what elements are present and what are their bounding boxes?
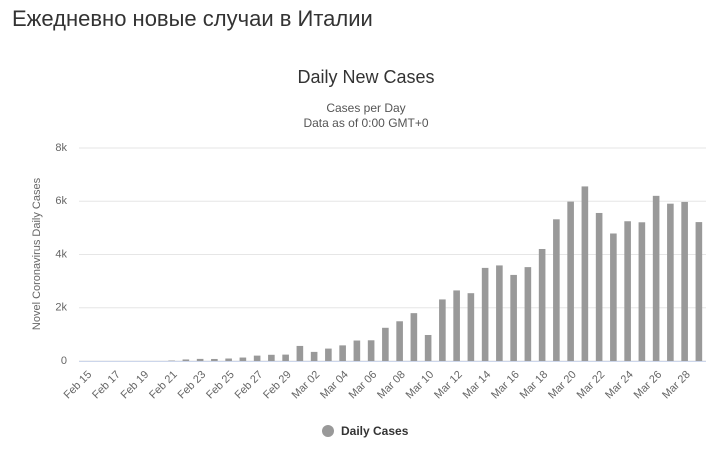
page-title: Ежедневно новые случаи в Италии bbox=[12, 6, 373, 31]
bar bbox=[296, 345, 304, 361]
x-tick-label: Mar 22 bbox=[575, 369, 608, 402]
x-tick-label: Feb 19 bbox=[119, 369, 152, 402]
bar bbox=[581, 186, 589, 361]
bar bbox=[325, 348, 332, 361]
bar bbox=[595, 212, 603, 361]
bar bbox=[652, 195, 660, 361]
bar bbox=[610, 233, 617, 361]
x-tick-label: Mar 14 bbox=[461, 369, 494, 402]
bar bbox=[239, 357, 247, 361]
bar bbox=[439, 299, 446, 361]
y-tick-label: 0 bbox=[61, 355, 67, 367]
x-tick-label: Mar 06 bbox=[347, 369, 380, 402]
bar bbox=[695, 222, 703, 361]
legend-label[interactable]: Daily Cases bbox=[341, 424, 409, 438]
bar bbox=[310, 351, 318, 361]
x-tick-label: Mar 04 bbox=[318, 369, 351, 402]
x-tick-label: Mar 24 bbox=[603, 369, 636, 402]
x-tick-label: Feb 23 bbox=[176, 369, 209, 402]
y-tick-label: 8k bbox=[55, 142, 67, 154]
bar bbox=[553, 219, 560, 361]
bar bbox=[339, 345, 346, 361]
bar bbox=[567, 201, 574, 361]
bar bbox=[453, 290, 460, 361]
bar bbox=[410, 313, 418, 361]
bar bbox=[638, 222, 646, 361]
bar bbox=[624, 221, 631, 361]
chart-subtitle: Data as of 0:00 GMT+0 bbox=[303, 116, 428, 130]
bar bbox=[211, 358, 218, 361]
chart-subtitle: Cases per Day bbox=[326, 101, 405, 115]
bar bbox=[268, 354, 275, 361]
x-tick-label: Mar 28 bbox=[660, 369, 693, 402]
bar bbox=[396, 321, 403, 361]
bar bbox=[467, 293, 475, 361]
chart-title: Daily New Cases bbox=[297, 67, 434, 87]
bar bbox=[424, 334, 432, 361]
bar bbox=[225, 358, 232, 361]
x-tick-label: Feb 29 bbox=[261, 369, 294, 402]
legend-marker bbox=[322, 425, 334, 437]
x-tick-label: Feb 15 bbox=[62, 369, 95, 402]
y-tick-label: 6k bbox=[55, 195, 67, 207]
bar bbox=[367, 340, 375, 361]
x-tick-label: Feb 21 bbox=[147, 369, 180, 402]
bar bbox=[182, 359, 190, 361]
y-tick-label: 2k bbox=[55, 302, 67, 314]
y-tick-label: 4k bbox=[55, 248, 67, 260]
x-tick-label: Mar 10 bbox=[404, 369, 437, 402]
x-tick-label: Mar 20 bbox=[546, 369, 579, 402]
bar bbox=[196, 358, 204, 361]
y-axis-title: Novel Coronavirus Daily Cases bbox=[31, 177, 43, 330]
bar bbox=[382, 327, 389, 361]
x-tick-label: Mar 18 bbox=[518, 369, 551, 402]
bar bbox=[253, 355, 261, 361]
x-tick-label: Mar 12 bbox=[432, 369, 465, 402]
x-tick-label: Mar 08 bbox=[375, 369, 408, 402]
bar bbox=[524, 267, 532, 361]
bar bbox=[496, 265, 503, 361]
bar bbox=[667, 203, 674, 361]
x-tick-label: Mar 02 bbox=[290, 369, 323, 402]
bar bbox=[353, 340, 361, 361]
x-tick-label: Feb 17 bbox=[90, 369, 123, 402]
bar bbox=[282, 354, 289, 361]
bar bbox=[681, 201, 688, 361]
bar bbox=[510, 274, 517, 361]
x-tick-label: Feb 27 bbox=[233, 369, 266, 402]
x-tick-label: Mar 16 bbox=[489, 369, 522, 402]
bar bbox=[538, 248, 546, 361]
x-tick-label: Feb 25 bbox=[204, 369, 237, 402]
x-tick-label: Mar 26 bbox=[632, 369, 665, 402]
bar bbox=[481, 267, 489, 361]
